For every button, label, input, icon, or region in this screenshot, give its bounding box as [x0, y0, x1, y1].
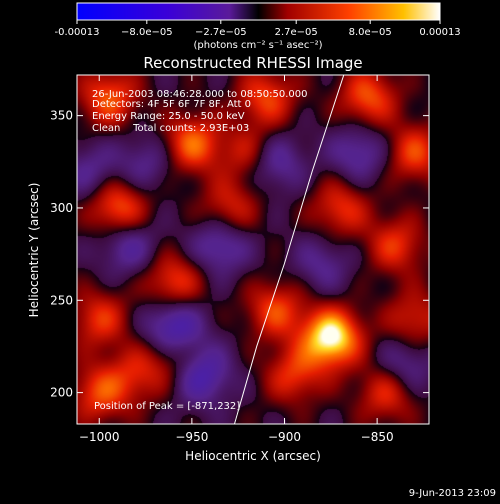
y-tick-label: 250: [50, 293, 73, 307]
x-tick-label: −950: [175, 430, 208, 444]
heatmap-canvas: [77, 75, 429, 424]
solar-limb-curve: [233, 75, 345, 424]
heatmap-region: [77, 75, 429, 424]
colorbar-units: (photons cm⁻² s⁻¹ asec⁻²): [193, 40, 322, 51]
footer-timestamp: 9-Jun-2013 23:09: [409, 488, 496, 499]
annotation-total-counts: Clean Total counts: 2.93E+03: [92, 123, 249, 134]
y-tick-label: 300: [50, 201, 73, 215]
y-tick-label: 200: [50, 386, 73, 400]
plot-frame: [76, 74, 430, 425]
colorbar-tick-label: −8.0e−05: [121, 27, 173, 38]
peak-position-label: Position of Peak = [-871,232]: [94, 401, 240, 412]
y-axis-label: Heliocentric Y (arcsec): [27, 183, 41, 318]
annotation-time-range: 26-Jun-2003 08:46:28.000 to 08:50:50.000: [92, 89, 308, 100]
y-tick-label: 350: [50, 109, 73, 123]
x-tick-label: −1000: [79, 430, 120, 444]
colorbar-ticks: -0.00013 −8.0e−05 −2.7e−05 2.7e−05 8.0e−05 0.…: [55, 20, 461, 38]
x-tick-label: −850: [361, 430, 394, 444]
colorbar-tick-label: 0.00013: [419, 27, 460, 38]
axis-ticks: −1000 −950 −900 −850 200 250 300 350: [50, 75, 429, 444]
annotation-detectors: Detectors: 4F 5F 6F 7F 8F, Att 0: [92, 99, 251, 110]
x-axis-label: Heliocentric X (arcsec): [185, 449, 321, 463]
colorbar-tick-label: -0.00013: [55, 27, 100, 38]
colorbar-tick-label: 8.0e−05: [349, 27, 392, 38]
colorbar: [76, 2, 441, 21]
colorbar-tick-label: 2.7e−05: [275, 27, 318, 38]
annotation-energy-range: Energy Range: 25.0 - 50.0 keV: [92, 111, 245, 122]
x-tick-label: −900: [268, 430, 301, 444]
colorbar-tick-label: −2.7e−05: [195, 27, 247, 38]
chart-title: Reconstructed RHESSI Image: [143, 54, 362, 72]
